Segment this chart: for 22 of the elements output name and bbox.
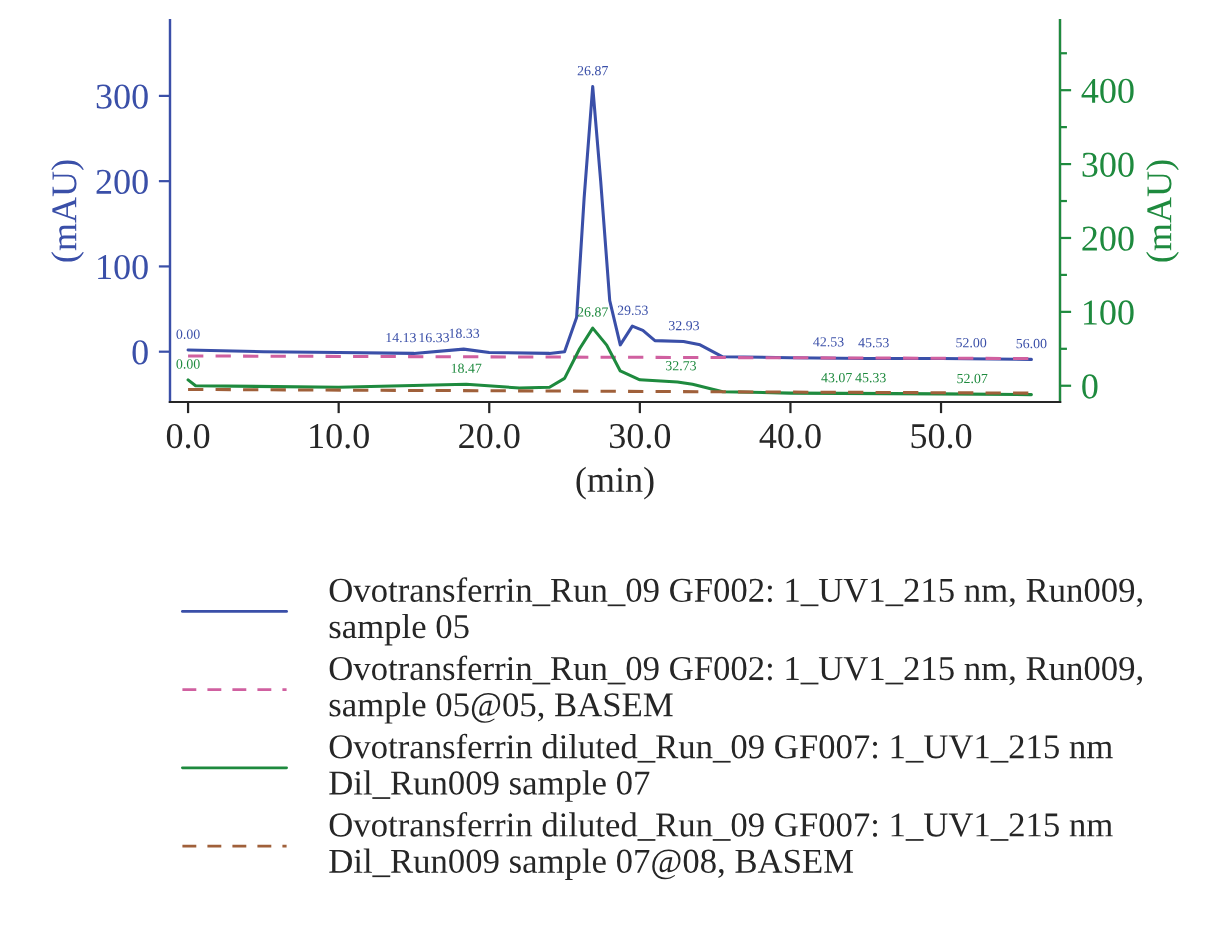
- legend-label: Ovotransferrin diluted_Run_09 GF007: 1_UV1_215 nm Dil_Run009 sample 07@08, BASEM: [329, 811, 1113, 881]
- y-tick-label: 100: [98, 254, 148, 280]
- y2-axis-title: (mAU): [1146, 160, 1179, 262]
- y2-tick-label: 300: [1082, 152, 1134, 177]
- y-tick-label: 200: [96, 169, 148, 195]
- y2-tick-label: 200: [1082, 226, 1134, 251]
- legend-label: Ovotransferrin_Run_09 GF002: 1_UV1_215 nm, Run009, sample 05@05, BASEM: [329, 655, 1142, 724]
- x-tick-label: 40.0: [759, 423, 821, 449]
- y2-tick-label: 100: [1084, 300, 1134, 325]
- x-tick-label: 50.0: [911, 423, 972, 449]
- x-tick-label: 20.0: [459, 423, 520, 449]
- legend-label: Ovotransferrin_Run_09 GF002: 1_UV1_215 nm, Run009, sample 05: [329, 577, 1142, 646]
- y-axis-title: (mAU): [51, 160, 84, 262]
- x-axis-title: (min): [576, 466, 654, 500]
- x-tick-label: 10.0: [310, 423, 369, 449]
- y2-tick-label: 400: [1081, 78, 1134, 104]
- y-tick-label: 300: [96, 84, 148, 109]
- x-tick-label: 0.0: [166, 423, 210, 449]
- legend-label: Ovotransferrin diluted_Run_09 GF007: 1_UV1_215 nm Dil_Run009 sample 07: [329, 733, 1113, 802]
- x-tick-label: 30.0: [609, 423, 671, 449]
- y2-tick-label: 0: [1082, 374, 1098, 399]
- y-tick-label: 0: [132, 340, 148, 365]
